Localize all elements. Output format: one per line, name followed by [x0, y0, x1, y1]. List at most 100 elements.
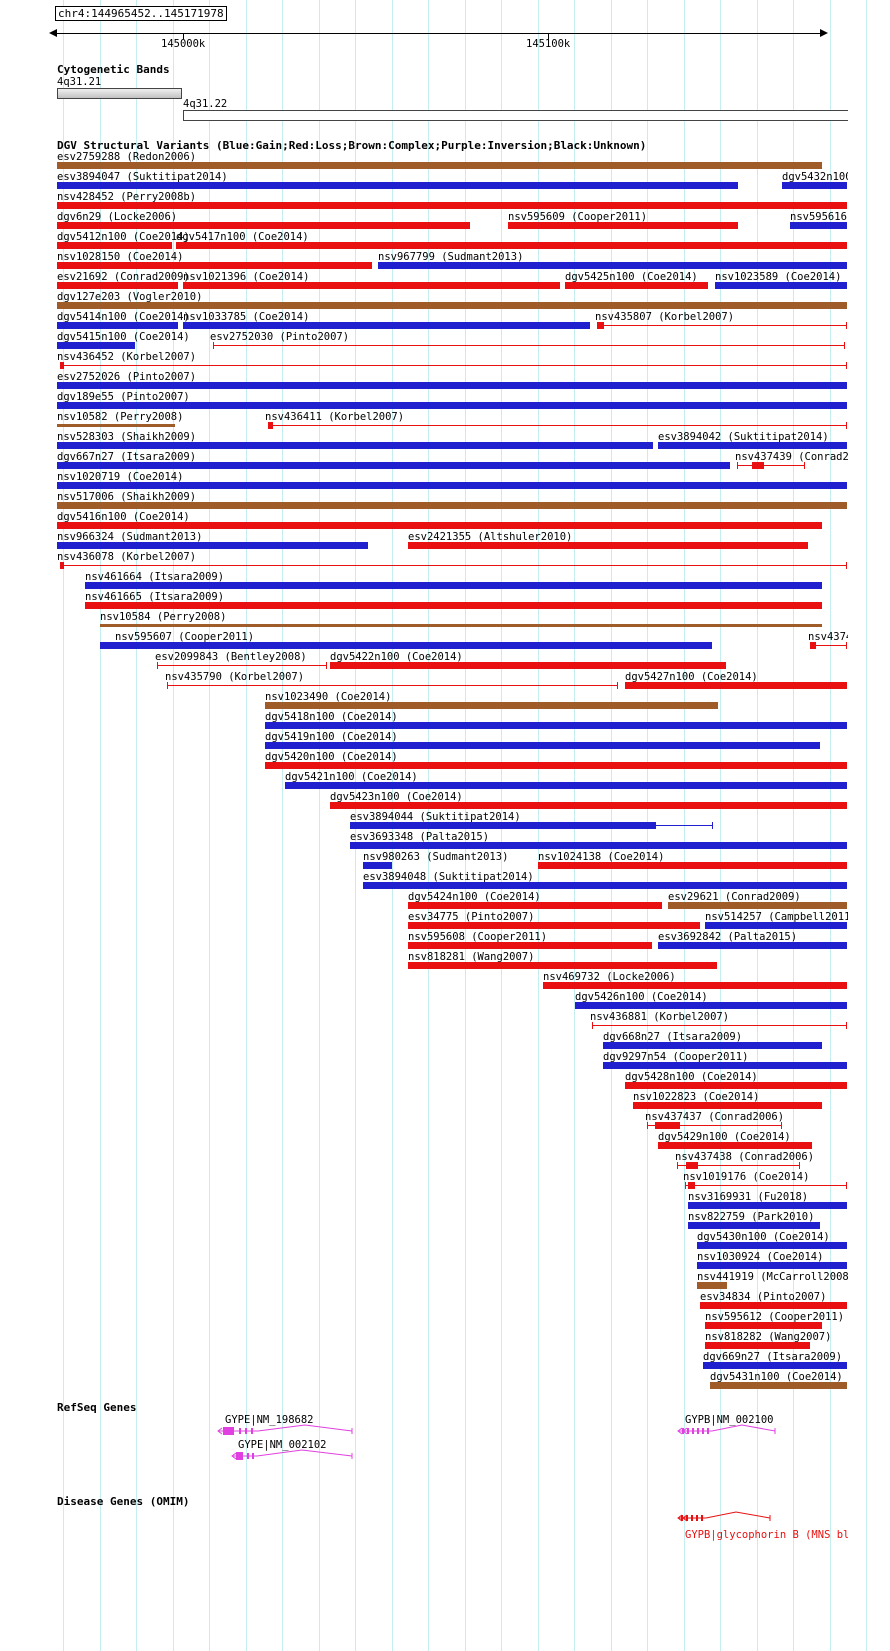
- variant-line[interactable]: [597, 325, 847, 326]
- variant-line[interactable]: [213, 345, 845, 346]
- variant-bar[interactable]: [57, 222, 470, 229]
- variant-label[interactable]: esv2752030 (Pinto2007): [210, 331, 350, 343]
- variant-bar[interactable]: [408, 902, 662, 909]
- gene-glyph[interactable]: [670, 1419, 787, 1443]
- variant-bar[interactable]: [57, 522, 822, 529]
- variant-bar[interactable]: [85, 582, 822, 589]
- variant-label[interactable]: nsv1024138 (Coe2014): [538, 851, 665, 863]
- gene-label[interactable]: GYPB|glycophorin B (MNS bloo: [685, 1529, 848, 1541]
- variant-bar[interactable]: [57, 462, 730, 469]
- variant-label[interactable]: dgv5430n100 (Coe2014): [697, 1231, 830, 1243]
- variant-label[interactable]: nsv1028150 (Coe2014): [57, 251, 184, 263]
- variant-label[interactable]: dgv5418n100 (Coe2014): [265, 711, 398, 723]
- variant-bar[interactable]: [575, 1002, 847, 1009]
- variant-bar[interactable]: [565, 282, 708, 289]
- gene-glyph[interactable]: [210, 1419, 364, 1443]
- variant-label[interactable]: dgv5427n100 (Coe2014): [625, 671, 758, 683]
- variant-line[interactable]: [685, 1185, 847, 1186]
- variant-bar[interactable]: [57, 282, 178, 289]
- variant-label[interactable]: dgv669n27 (Itsara2009): [703, 1351, 843, 1363]
- variant-bar[interactable]: [633, 1102, 822, 1109]
- variant-line[interactable]: [60, 365, 847, 366]
- variant-bar[interactable]: [57, 342, 135, 349]
- variant-label[interactable]: esv3693348 (Palta2015): [350, 831, 490, 843]
- variant-label[interactable]: nsv469732 (Locke2006): [543, 971, 676, 983]
- variant-line[interactable]: [810, 645, 847, 646]
- variant-bar[interactable]: [625, 1082, 847, 1089]
- variant-label[interactable]: nsv595616: [790, 211, 847, 223]
- variant-label[interactable]: dgv5417n100 (Coe2014): [176, 231, 309, 243]
- variant-bar[interactable]: [183, 322, 590, 329]
- variant-label[interactable]: dgv6n29 (Locke2006): [57, 211, 178, 223]
- variant-bar[interactable]: [408, 542, 808, 549]
- variant-bar[interactable]: [603, 1042, 822, 1049]
- variant-bar[interactable]: [57, 382, 847, 389]
- variant-label[interactable]: dgv5420n100 (Coe2014): [265, 751, 398, 763]
- variant-label[interactable]: dgv9297n54 (Cooper2011): [603, 1051, 749, 1063]
- variant-label[interactable]: dgv5414n100 (Coe2014): [57, 311, 190, 323]
- variant-label[interactable]: esv3894042 (Suktitipat2014): [658, 431, 829, 443]
- variant-bar[interactable]: [668, 902, 847, 909]
- variant-line[interactable]: [167, 685, 618, 686]
- variant-bar[interactable]: [408, 962, 717, 969]
- variant-bar[interactable]: [350, 842, 847, 849]
- variant-bar[interactable]: [330, 662, 726, 669]
- variant-label[interactable]: dgv5416n100 (Coe2014): [57, 511, 190, 523]
- variant-line[interactable]: [60, 565, 847, 566]
- variant-bar[interactable]: [705, 922, 847, 929]
- variant-label[interactable]: esv2752026 (Pinto2007): [57, 371, 197, 383]
- variant-bar[interactable]: [697, 1242, 847, 1249]
- variant-label[interactable]: nsv1021396 (Coe2014): [183, 271, 310, 283]
- variant-bar[interactable]: [350, 822, 655, 829]
- variant-label[interactable]: nsv967799 (Sudmant2013): [378, 251, 524, 263]
- variant-label[interactable]: nsv980263 (Sudmant2013): [363, 851, 509, 863]
- variant-label[interactable]: esv34834 (Pinto2007): [700, 1291, 827, 1303]
- variant-label[interactable]: dgv5422n100 (Coe2014): [330, 651, 463, 663]
- variant-bar[interactable]: [363, 862, 392, 869]
- variant-bar[interactable]: [658, 942, 847, 949]
- variant-label[interactable]: nsv1022823 (Coe2014): [633, 1091, 760, 1103]
- variant-bar[interactable]: [57, 162, 822, 169]
- variant-label[interactable]: dgv5428n100 (Coe2014): [625, 1071, 758, 1083]
- variant-label[interactable]: nsv595608 (Cooper2011): [408, 931, 548, 943]
- variant-bar[interactable]: [265, 762, 847, 769]
- variant-bar[interactable]: [697, 1282, 727, 1289]
- variant-bar[interactable]: [697, 1262, 847, 1269]
- variant-bar[interactable]: [57, 242, 172, 249]
- variant-label[interactable]: dgv5415n100 (Coe2014): [57, 331, 190, 343]
- variant-bar[interactable]: [57, 182, 738, 189]
- variant-bar[interactable]: [715, 282, 847, 289]
- variant-bar[interactable]: [57, 482, 847, 489]
- variant-label[interactable]: dgv127e203 (Vogler2010): [57, 291, 203, 303]
- variant-label[interactable]: esv21692 (Conrad2009): [57, 271, 190, 283]
- variant-bar[interactable]: [57, 302, 847, 309]
- ruler-left-arrow-icon[interactable]: [49, 29, 57, 37]
- variant-label[interactable]: nsv437439 (Conrad20: [735, 451, 848, 463]
- variant-bar[interactable]: [57, 502, 847, 509]
- variant-label[interactable]: nsv595609 (Cooper2011): [508, 211, 648, 223]
- variant-label[interactable]: nsv595607 (Cooper2011): [115, 631, 255, 643]
- variant-label[interactable]: nsv435790 (Korbel2007): [165, 671, 305, 683]
- variant-line[interactable]: [655, 825, 713, 826]
- variant-label[interactable]: nsv428452 (Perry2008b): [57, 191, 197, 203]
- variant-bar[interactable]: [378, 262, 847, 269]
- gene-label[interactable]: GYPE|NM_198682: [225, 1414, 314, 1426]
- variant-bar[interactable]: [700, 1302, 847, 1309]
- variant-label[interactable]: nsv10584 (Perry2008): [100, 611, 227, 623]
- variant-label[interactable]: esv3894048 (Suktitipat2014): [363, 871, 534, 883]
- variant-label[interactable]: nsv461665 (Itsara2009): [85, 591, 225, 603]
- variant-label[interactable]: nsv436078 (Korbel2007): [57, 551, 197, 563]
- variant-label[interactable]: nsv1019176 (Coe2014): [683, 1171, 810, 1183]
- variant-bar[interactable]: [57, 542, 368, 549]
- gene-label[interactable]: GYPE|NM_002102: [238, 1439, 327, 1451]
- variant-label[interactable]: dgv5419n100 (Coe2014): [265, 731, 398, 743]
- variant-label[interactable]: nsv435807 (Korbel2007): [595, 311, 735, 323]
- variant-label[interactable]: nsv1030924 (Coe2014): [697, 1251, 824, 1263]
- variant-line[interactable]: [647, 1125, 782, 1126]
- variant-label[interactable]: nsv818281 (Wang2007): [408, 951, 535, 963]
- variant-line[interactable]: [157, 665, 327, 666]
- variant-bar[interactable]: [782, 182, 847, 189]
- variant-label[interactable]: nsv4374: [808, 631, 848, 643]
- variant-bar[interactable]: [508, 222, 738, 229]
- variant-bar[interactable]: [265, 722, 847, 729]
